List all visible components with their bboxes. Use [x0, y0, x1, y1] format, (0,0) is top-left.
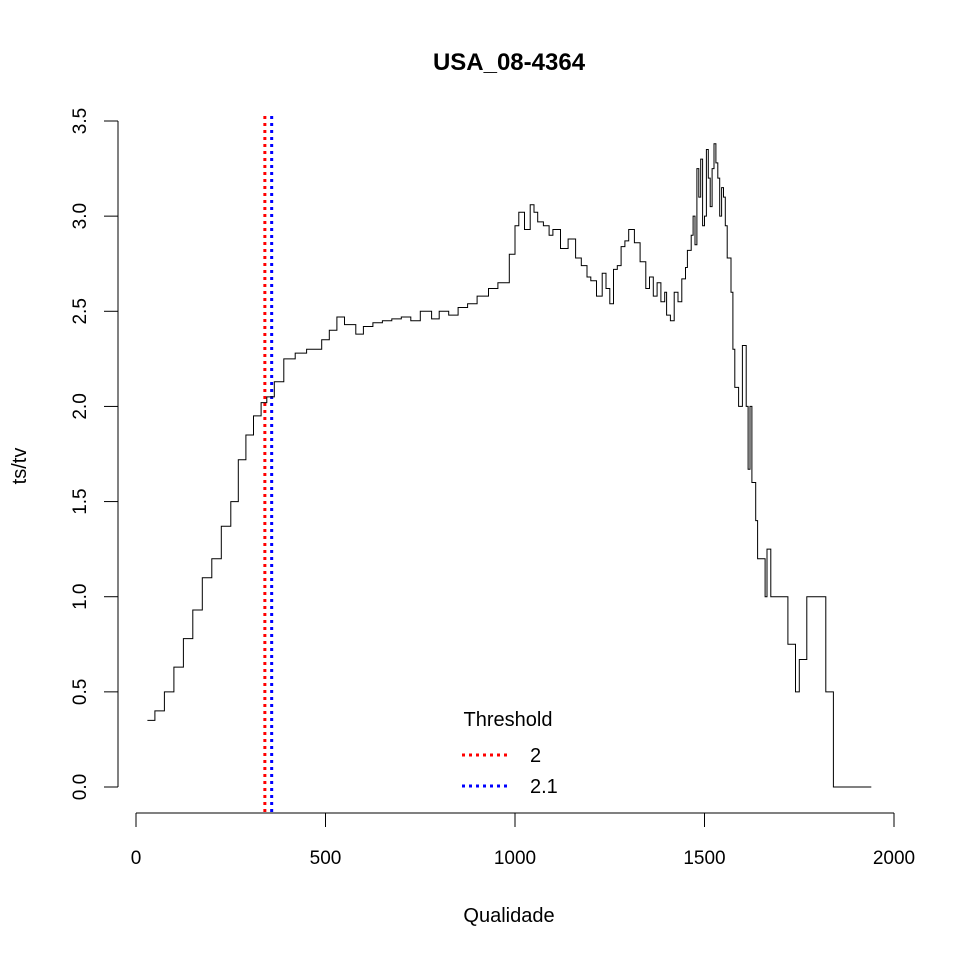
legend-label-1: 2 [530, 745, 541, 767]
x-tick-label: 2000 [873, 848, 915, 869]
x-tick-label: 500 [310, 848, 342, 869]
chart-title: USA_08-4364 [433, 49, 586, 76]
y-tick-label: 2.5 [70, 298, 91, 324]
x-tick-label: 1000 [494, 848, 536, 869]
x-axis-label: Qualidade [463, 905, 554, 927]
legend: Threshold 2 2.1 [462, 709, 558, 798]
y-tick-label: 0.5 [70, 679, 91, 705]
x-ticks: 0 500 1000 1500 2000 [131, 813, 915, 869]
y-tick-label: 3.5 [70, 108, 91, 134]
y-ticks: 0.0 0.5 1.0 1.5 2.0 2.5 3.0 3.5 [70, 108, 118, 800]
x-tick-label: 1500 [683, 848, 725, 869]
legend-item-1: 2 [462, 745, 541, 767]
legend-title: Threshold [464, 709, 553, 731]
y-tick-label: 3.0 [70, 203, 91, 229]
legend-item-2: 2.1 [462, 776, 558, 798]
y-tick-label: 0.0 [70, 774, 91, 800]
threshold-lines [263, 116, 274, 813]
series-line [147, 143, 872, 788]
x-axis: 0 500 1000 1500 2000 [131, 812, 915, 869]
y-tick-label: 1.0 [70, 584, 91, 610]
y-axis-label: ts/tv [9, 448, 31, 485]
y-axis: 0.0 0.5 1.0 1.5 2.0 2.5 3.0 3.5 [70, 108, 119, 800]
y-tick-label: 1.5 [70, 488, 91, 514]
y-tick-label: 2.0 [70, 393, 91, 419]
x-tick-label: 0 [131, 848, 142, 869]
legend-label-2: 2.1 [530, 776, 558, 798]
